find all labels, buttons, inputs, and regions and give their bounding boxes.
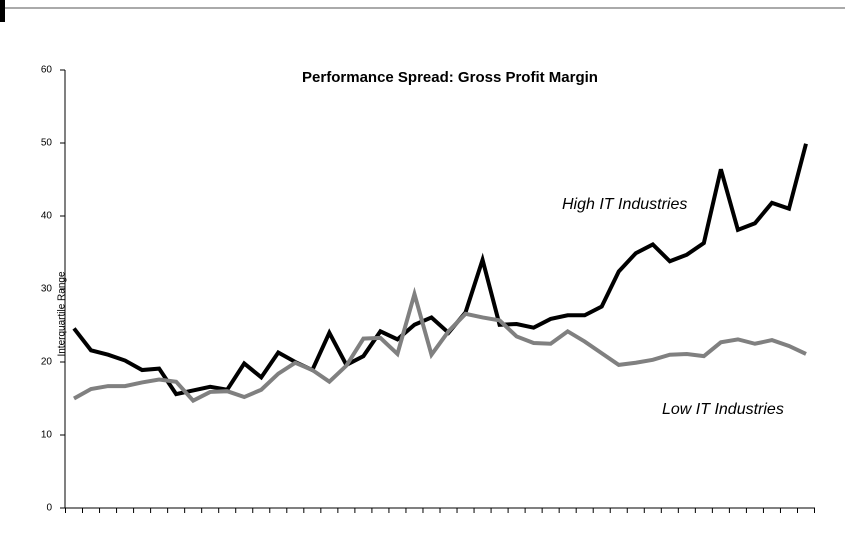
chart-title: Performance Spread: Gross Profit Margin [302,69,598,86]
y-tick-label: 0 [46,503,52,514]
y-tick-label: 60 [41,65,53,76]
y-tick-label: 10 [41,430,53,441]
y-axis-label: Interquartile Range [57,271,68,356]
series-label: Low IT Industries [662,401,784,418]
y-tick-label: 40 [41,211,53,222]
y-tick-label: 50 [41,138,53,149]
frame-edge [0,0,5,22]
y-tick-label: 30 [41,284,53,295]
series-line [73,286,807,404]
series-line [72,143,808,397]
series-label: High IT Industries [562,196,687,213]
y-tick-label: 20 [41,357,53,368]
